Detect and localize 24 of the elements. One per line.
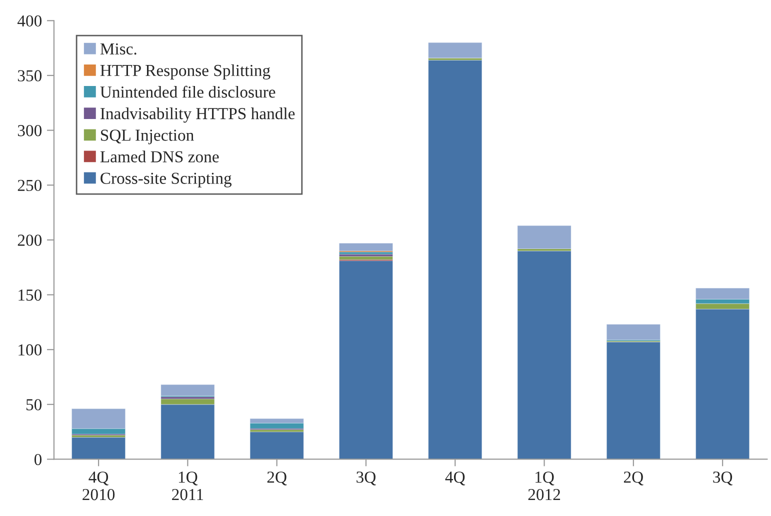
y-tick-label: 250 xyxy=(18,180,42,192)
y-tick-label: 300 xyxy=(18,124,42,136)
legend-label: SQL Injection xyxy=(101,130,194,144)
y-tick-label: 150 xyxy=(18,289,42,301)
legend-label: Unintended file disclosure xyxy=(100,86,276,98)
legend-label: Lamed DNS zone xyxy=(100,150,219,162)
x-tick-label: 3Q xyxy=(356,472,376,486)
y-tick-label: 400 xyxy=(17,15,42,27)
y-tick-label: 0 xyxy=(34,454,42,466)
x-tick-label: 1Q 2011 xyxy=(172,472,204,500)
x-tick-label: 2Q xyxy=(624,472,644,486)
x-tick-label: 2Q xyxy=(267,472,287,486)
y-tick-label: 200 xyxy=(18,234,42,246)
x-tick-label: 3Q xyxy=(713,472,732,486)
legend-label: HTTP Response Splitting xyxy=(100,64,270,80)
y-tick-label: 350 xyxy=(18,70,42,82)
y-tick-label: 100 xyxy=(18,344,42,356)
legend-label: Cross-site Scripting xyxy=(100,172,232,188)
x-tick-label: 1Q 2012 xyxy=(528,472,560,500)
legend-label: Misc. xyxy=(100,43,136,55)
y-tick-label: 50 xyxy=(26,399,42,410)
x-tick-label: 4Q xyxy=(445,472,466,486)
x-tick-label: 4Q 2010 xyxy=(82,472,115,500)
legend-label: Inadvisability HTTPS handle xyxy=(100,108,295,123)
